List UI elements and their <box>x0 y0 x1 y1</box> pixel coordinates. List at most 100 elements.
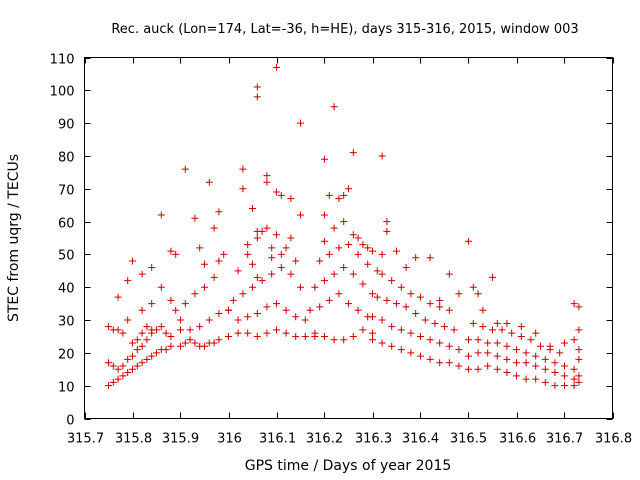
data-point <box>426 355 434 363</box>
data-point <box>205 178 213 186</box>
data-point <box>210 224 218 232</box>
data-point <box>431 319 439 327</box>
data-point <box>359 326 367 334</box>
data-point <box>369 336 376 344</box>
data-point <box>445 359 453 367</box>
data-point <box>474 365 482 373</box>
data-point <box>517 332 525 340</box>
data-point <box>249 260 256 268</box>
data-point <box>196 244 204 252</box>
data-point <box>364 244 372 252</box>
data-point <box>349 332 357 340</box>
data-point <box>244 250 252 258</box>
data-point <box>407 329 415 337</box>
data-point <box>426 300 434 308</box>
data-point <box>369 313 376 321</box>
data-point <box>503 342 511 350</box>
data-point <box>215 309 223 317</box>
x-tick-labels: 315.7 315.8 315.9 316 316.1 316.2 316.3 316.4 31… <box>67 432 632 447</box>
data-point <box>575 372 583 380</box>
data-point <box>513 359 520 367</box>
data-point <box>479 323 487 331</box>
data-point <box>532 375 540 383</box>
data-point <box>388 277 396 285</box>
data-point <box>138 306 146 314</box>
data-point <box>263 303 271 311</box>
data-point <box>119 372 127 380</box>
data-point <box>292 313 300 321</box>
data-point <box>297 283 304 291</box>
data-point <box>575 303 583 311</box>
data-point <box>455 362 463 370</box>
data-point <box>397 326 405 334</box>
data-point <box>201 260 208 268</box>
data-point <box>575 326 583 334</box>
data-point <box>177 326 184 334</box>
y-tick-label: 40 <box>58 282 75 297</box>
data-point <box>105 359 112 367</box>
data-point <box>321 277 328 285</box>
data-point <box>148 264 156 272</box>
data-point <box>359 280 367 288</box>
data-point <box>412 309 420 317</box>
data-point <box>575 355 583 363</box>
data-point <box>508 329 516 337</box>
data-point <box>393 300 400 308</box>
data-point <box>359 241 367 249</box>
data-point <box>114 326 122 334</box>
data-point <box>445 342 453 350</box>
data-point <box>239 165 247 173</box>
data-point <box>287 195 295 203</box>
data-point <box>364 260 372 268</box>
data-point <box>105 382 112 390</box>
data-point <box>498 326 506 334</box>
data-point <box>445 306 453 314</box>
data-point <box>186 326 194 334</box>
data-point <box>287 234 295 242</box>
data-point <box>378 250 386 258</box>
data-point <box>157 283 165 291</box>
data-point <box>417 293 424 301</box>
data-point <box>119 329 127 337</box>
data-point <box>244 241 252 249</box>
data-point <box>215 257 223 265</box>
y-tick-label: 0 <box>66 414 74 429</box>
data-point <box>138 270 146 278</box>
data-point <box>421 316 429 324</box>
data-point <box>114 293 122 301</box>
data-point <box>570 300 578 308</box>
data-point <box>484 362 492 370</box>
data-point <box>167 296 175 304</box>
data-point <box>220 250 228 258</box>
x-axis-label: GPS time / Days of year 2015 <box>245 458 452 474</box>
data-point <box>340 264 348 272</box>
data-point <box>402 303 410 311</box>
data-point <box>354 250 362 258</box>
data-point <box>436 303 444 311</box>
data-point <box>450 326 458 334</box>
data-point <box>541 355 549 363</box>
data-point <box>306 306 314 314</box>
data-point <box>157 211 165 219</box>
data-point <box>321 155 328 163</box>
data-point <box>383 227 391 235</box>
data-points <box>105 63 583 390</box>
data-point <box>157 323 165 331</box>
data-point <box>532 352 540 360</box>
data-point <box>253 332 261 340</box>
data-point <box>191 339 199 347</box>
data-point <box>225 332 232 340</box>
data-point <box>345 185 352 193</box>
data-point <box>426 254 434 262</box>
data-point <box>268 254 276 262</box>
data-point <box>172 250 180 258</box>
data-point <box>148 352 156 360</box>
data-point <box>191 290 199 298</box>
data-point <box>215 208 223 216</box>
data-point <box>321 211 328 219</box>
data-point <box>325 191 333 199</box>
data-point <box>138 342 146 350</box>
data-point <box>345 241 352 249</box>
data-point <box>205 316 213 324</box>
data-point <box>105 323 112 331</box>
